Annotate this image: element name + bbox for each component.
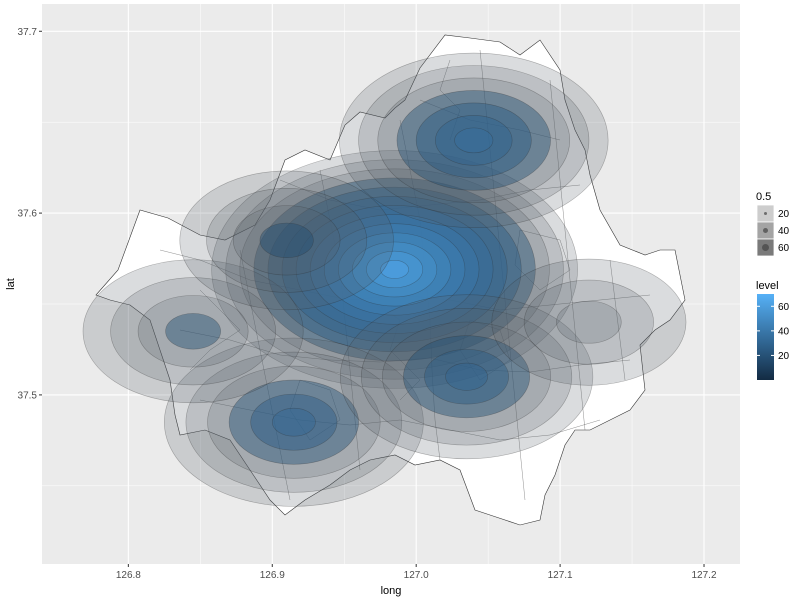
density-contour-band xyxy=(403,335,531,419)
legend-level-label: 20 xyxy=(778,351,790,362)
legend-level-title: level xyxy=(756,280,779,292)
density-contour-band xyxy=(185,351,403,493)
legend-level-label: 40 xyxy=(778,326,790,337)
x-tick-label: 126.9 xyxy=(260,570,285,581)
density-contour-band xyxy=(445,362,488,391)
density-contour-band xyxy=(250,393,338,451)
legend-level-label: 60 xyxy=(778,302,790,313)
density-contour-band xyxy=(239,168,550,371)
x-tick-label: 126.8 xyxy=(116,570,141,581)
density-contour-band xyxy=(259,222,314,259)
x-tick-label: 127.0 xyxy=(404,570,429,581)
x-axis: 126.8 126.9 127.0 127.1 127.2 xyxy=(116,564,717,581)
density-contour-band xyxy=(179,170,394,311)
x-axis-title: long xyxy=(381,585,402,597)
district-lines xyxy=(159,49,651,501)
density-contour-band xyxy=(523,279,654,365)
density-contour-band xyxy=(396,90,551,191)
density-contour-band xyxy=(358,65,590,216)
legend-size-point xyxy=(764,212,767,215)
density-contour-band xyxy=(352,241,438,298)
density-contour-band xyxy=(225,159,564,380)
density-contour-band xyxy=(424,349,509,405)
legend-size-label: 40 xyxy=(778,226,790,237)
density-contour-band xyxy=(206,187,368,293)
density-contour-band xyxy=(309,214,480,325)
legend-level: level 20 40 60 xyxy=(756,280,790,380)
legend-size-point xyxy=(762,244,769,251)
density-contour-band xyxy=(361,308,573,446)
density-contour-band xyxy=(415,102,532,179)
density-contour-band xyxy=(267,186,522,353)
density-contour-band xyxy=(137,295,249,368)
density-contour-band xyxy=(82,259,304,404)
density-contour-band xyxy=(253,177,536,362)
legend-level-colorbar xyxy=(757,294,774,380)
y-tick-label: 37.7 xyxy=(18,27,38,38)
seoul-district-boundaries xyxy=(95,34,686,526)
density-contour-band xyxy=(295,205,494,334)
density-contour-band xyxy=(323,223,466,316)
density-contour-band xyxy=(271,407,316,437)
legend-size-point xyxy=(763,228,768,233)
density-contour-band xyxy=(339,52,609,229)
density-contour-band xyxy=(366,250,424,289)
density-contour-band xyxy=(377,77,571,204)
density-contour-band xyxy=(232,205,341,276)
y-tick-label: 37.6 xyxy=(18,209,38,220)
legend-size-label: 20 xyxy=(778,209,790,220)
density-contour-band xyxy=(339,294,594,460)
density-contour-band xyxy=(380,260,409,279)
density-contour-band xyxy=(110,277,276,386)
y-tick-label: 37.5 xyxy=(18,390,38,401)
density-contours xyxy=(82,52,687,507)
density-contour-band xyxy=(228,379,359,465)
density-contour-band xyxy=(211,150,578,389)
density-contour-band xyxy=(435,115,513,166)
density-contour-band xyxy=(164,337,424,507)
density-contour-band xyxy=(281,195,508,343)
density-contour-band xyxy=(556,300,622,344)
density-contour-band xyxy=(491,258,687,386)
legend-size-label: 60 xyxy=(778,243,790,254)
y-axis: 37.5 37.6 37.7 xyxy=(18,27,42,401)
y-axis-title: lat xyxy=(5,278,17,290)
density-contour-band xyxy=(338,232,452,307)
legend-size-title: 0.5 xyxy=(756,191,771,203)
density-contour-band xyxy=(165,313,221,350)
density-contour-band xyxy=(454,127,494,154)
x-tick-label: 127.2 xyxy=(692,570,717,581)
density-contour-band xyxy=(207,365,381,479)
density-contour-band xyxy=(382,321,552,432)
x-tick-label: 127.1 xyxy=(548,570,573,581)
legend-size: 0.5 20 40 60 xyxy=(756,191,790,257)
